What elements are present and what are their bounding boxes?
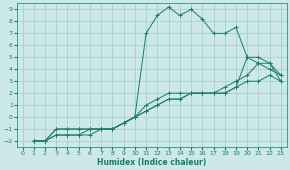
X-axis label: Humidex (Indice chaleur): Humidex (Indice chaleur) xyxy=(97,158,206,167)
